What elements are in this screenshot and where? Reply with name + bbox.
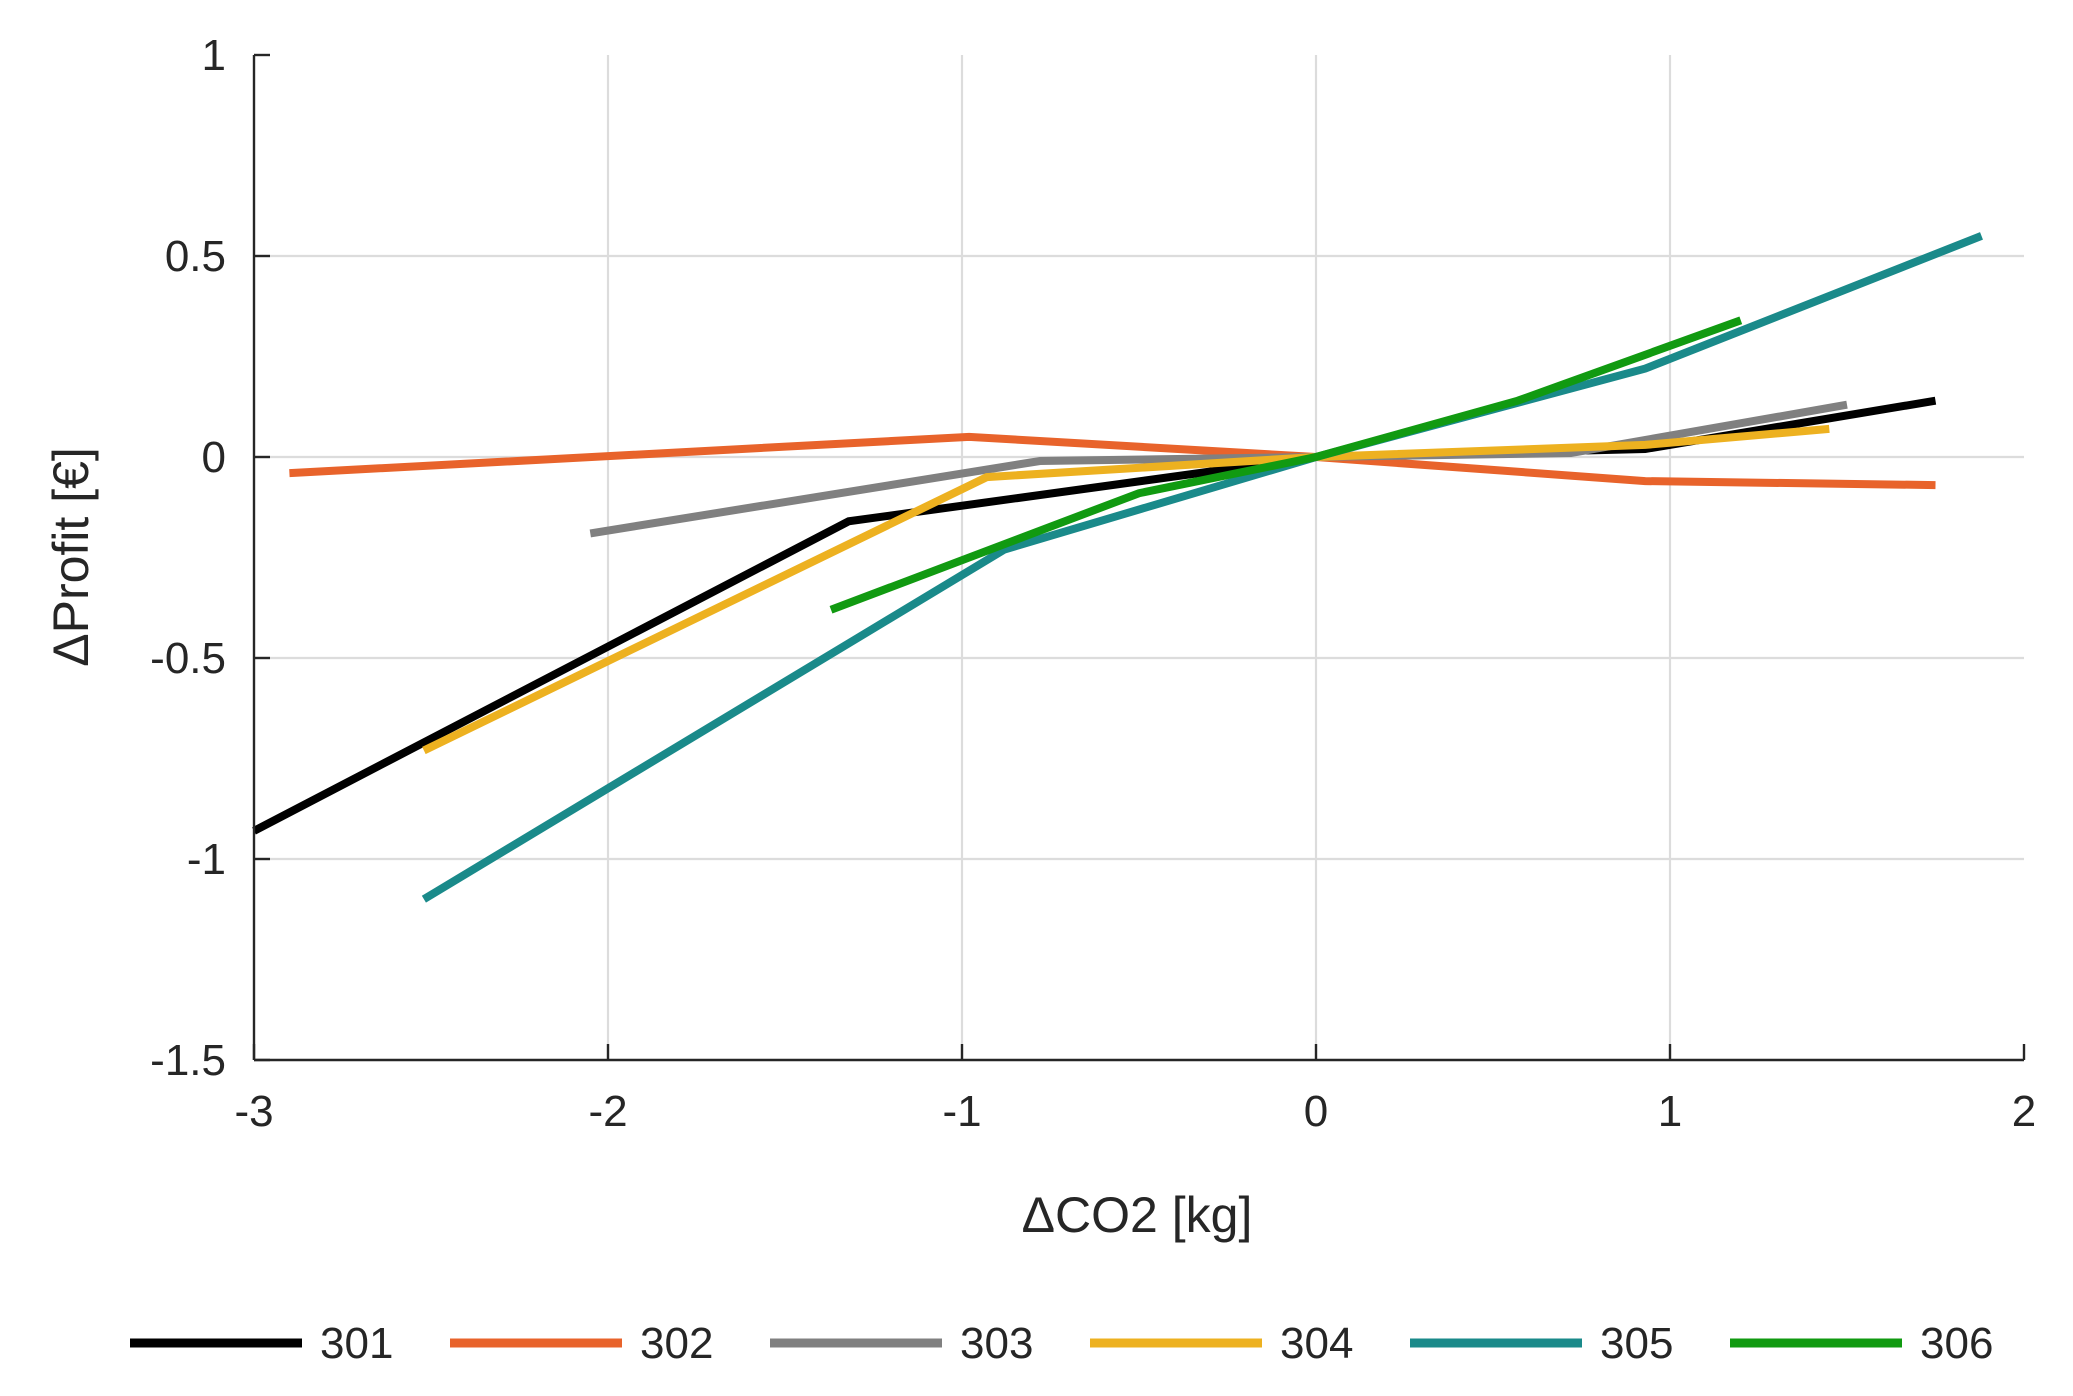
y-tick-label: 1 — [202, 31, 226, 80]
y-tick-label: 0 — [202, 433, 226, 482]
y-tick-label: -1 — [187, 835, 226, 884]
legend-label-303: 303 — [960, 1319, 1033, 1368]
plot-background — [254, 55, 2024, 1060]
series-lines — [252, 232, 1983, 903]
y-tick-label: -0.5 — [150, 634, 226, 683]
series-line-306 — [829, 316, 1743, 614]
axes — [252, 53, 2026, 1062]
x-tick-label: -1 — [942, 1087, 981, 1136]
legend-label-305: 305 — [1600, 1319, 1673, 1368]
legend-label-301: 301 — [320, 1319, 393, 1368]
legend-label-302: 302 — [640, 1319, 713, 1368]
y-axis-label: ΔProfit [€] — [43, 447, 99, 667]
x-tick-label: -3 — [234, 1087, 273, 1136]
x-tick-label: -2 — [588, 1087, 627, 1136]
tick-labels: -3 -2 -1 0 1 2 -1.5 -1 -0.5 0 0.5 1 — [150, 31, 2036, 1136]
legend: 301 302 303 304 305 306 — [130, 1319, 1993, 1368]
x-axis-label: ΔCO2 [kg] — [1022, 1187, 1253, 1243]
x-tick-label: 0 — [1304, 1087, 1328, 1136]
y-tick-label: 0.5 — [165, 232, 226, 281]
legend-label-304: 304 — [1280, 1319, 1353, 1368]
x-tick-label: 2 — [2012, 1087, 2036, 1136]
x-tick-label: 1 — [1658, 1087, 1682, 1136]
y-tick-label: -1.5 — [150, 1036, 226, 1085]
legend-label-306: 306 — [1920, 1319, 1993, 1368]
